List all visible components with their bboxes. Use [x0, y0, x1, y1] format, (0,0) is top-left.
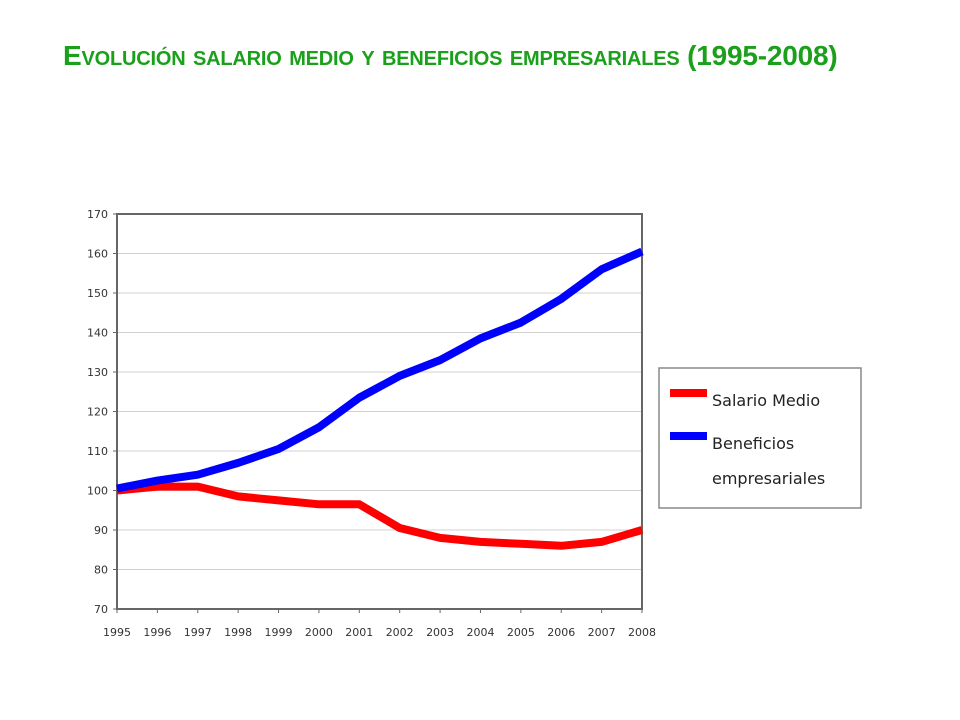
- y-tick-label: 100: [87, 485, 108, 498]
- series-line-0: [116, 482, 644, 550]
- x-tick-label: 1995: [103, 626, 131, 639]
- chart-legend: Salario Medio Beneficios empresariales: [658, 367, 862, 509]
- x-tick-label: 1998: [224, 626, 252, 639]
- x-tick-label: 2001: [345, 626, 373, 639]
- x-tick-label: 2003: [426, 626, 454, 639]
- legend-label-beneficios-line1: Beneficios: [712, 434, 794, 453]
- series-line-1: [116, 247, 644, 493]
- slide-title: Evolución salario medio y beneficios emp…: [63, 40, 838, 71]
- legend-swatch-beneficios: [670, 432, 707, 440]
- x-tick-label: 1997: [184, 626, 212, 639]
- y-tick-label: 150: [87, 287, 108, 300]
- y-tick-label: 90: [94, 524, 108, 537]
- legend-label-beneficios-line2: empresariales: [712, 469, 825, 488]
- legend-swatch-salario: [670, 389, 707, 397]
- x-tick-label: 2006: [547, 626, 575, 639]
- y-tick-label: 80: [94, 564, 108, 577]
- x-tick-label: 2008: [628, 626, 656, 639]
- y-tick-label: 170: [87, 208, 108, 221]
- y-tick-label: 70: [94, 603, 108, 616]
- y-tick-label: 120: [87, 406, 108, 419]
- y-tick-label: 130: [87, 366, 108, 379]
- x-tick-label: 1999: [265, 626, 293, 639]
- y-tick-label: 160: [87, 248, 108, 261]
- x-tick-label: 1996: [143, 626, 171, 639]
- x-tick-label: 2005: [507, 626, 535, 639]
- legend-label-salario: Salario Medio: [712, 391, 820, 410]
- x-tick-label: 2002: [386, 626, 414, 639]
- y-tick-label: 110: [87, 445, 108, 458]
- chart-tick-labels: 70 80 90 100 110 120 130 140 150 160 170 1995 1996 19…: [87, 208, 656, 639]
- x-tick-label: 2007: [588, 626, 616, 639]
- x-tick-label: 2004: [466, 626, 494, 639]
- chart-series: [116, 247, 644, 550]
- chart-gridlines: [117, 213, 642, 610]
- y-tick-label: 140: [87, 327, 108, 340]
- x-tick-label: 2000: [305, 626, 333, 639]
